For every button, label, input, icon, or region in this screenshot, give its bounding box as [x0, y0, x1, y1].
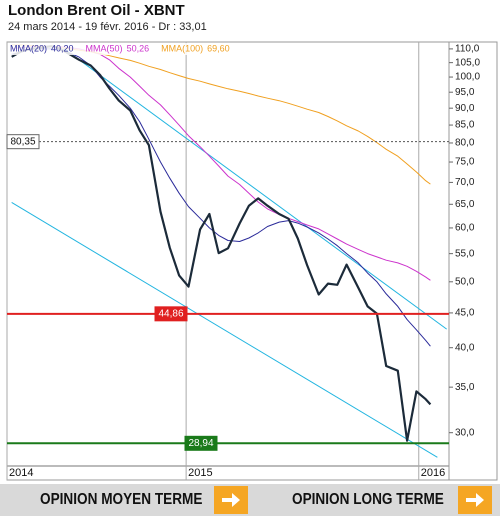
legend-value: 50,26: [127, 43, 150, 53]
x-tick-label: 2016: [421, 467, 445, 479]
chart-title: London Brent Oil - XBNT: [8, 2, 185, 19]
y-tick-label: 70,0: [455, 177, 475, 188]
button-bar: OPINION MOYEN TERME OPINION LONG TERME: [0, 484, 500, 516]
level-label: 44,86: [158, 308, 183, 319]
y-tick-label: 95,0: [455, 87, 475, 98]
chart-subtitle: 24 mars 2014 - 19 févr. 2016 - Dr : 33,0…: [8, 21, 207, 33]
y-tick-label: 55,0: [455, 248, 475, 259]
arrow: [466, 493, 484, 507]
y-tick-label: 100,0: [455, 72, 480, 83]
level-label: 28,94: [188, 438, 213, 449]
y-tick-label: 30,0: [455, 427, 475, 438]
y-tick-label: 80,0: [455, 138, 475, 149]
legend-name: MMA(20): [10, 43, 47, 53]
legend-background: [8, 43, 268, 55]
level-label-box: [184, 435, 218, 451]
legend-name: MMA(50): [86, 43, 123, 53]
opinion-button[interactable]: OPINION LONG TERME: [292, 486, 452, 514]
trend-line: [62, 47, 447, 330]
button-label[interactable]: OPINION MOYEN TERME: [40, 491, 203, 508]
y-tick-label: 50,0: [455, 276, 475, 287]
plot: [11, 44, 447, 458]
chart-frame: [6, 41, 498, 481]
y-tick-label: 60,0: [455, 223, 475, 234]
trend-line: [11, 202, 438, 458]
y-tick-label: 90,0: [455, 103, 475, 114]
arrow-icon[interactable]: [458, 486, 492, 514]
chart: 30,0 35,0 40,0 45,0 50,0 55,0 60,0 65,0 70,0 75,0…: [6, 41, 498, 481]
y-tick-label: 65,0: [455, 199, 475, 210]
legend-value: 69,60: [207, 43, 230, 53]
legend-value: 40,20: [51, 43, 74, 53]
y-tick-label: 45,0: [455, 308, 475, 319]
arrow: [222, 493, 240, 507]
y-tick-label: 40,0: [455, 342, 475, 353]
y-tick-label: 35,0: [455, 382, 475, 393]
level-label-box: [154, 306, 188, 322]
legend-name: MMA(100): [161, 43, 203, 53]
x-tick-label: 2014: [9, 467, 33, 479]
y-tick-label: 110,0: [455, 44, 480, 55]
moving-average-line: [11, 48, 431, 347]
price-line: [11, 45, 432, 442]
level-label-box: [6, 134, 40, 150]
y-tick-label: 75,0: [455, 157, 475, 168]
y-tick-label: 105,0: [455, 57, 480, 68]
opinion-button[interactable]: OPINION MOYEN TERME: [40, 486, 248, 514]
y-tick-label: 85,0: [455, 120, 475, 131]
level-label: 80,35: [10, 136, 35, 147]
button-label[interactable]: OPINION LONG TERME: [292, 491, 444, 508]
x-tick-label: 2015: [188, 467, 212, 479]
arrow-icon[interactable]: [214, 486, 248, 514]
